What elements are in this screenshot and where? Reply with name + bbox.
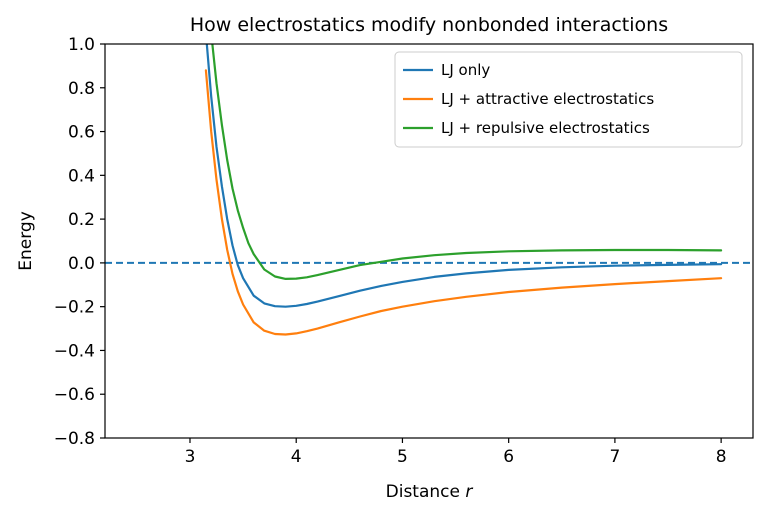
legend: LJ only LJ + attractive electrostatics LJ … xyxy=(394,51,743,148)
y-tick-label: 0.6 xyxy=(68,123,95,143)
y-tick-label: 1.0 xyxy=(68,35,95,55)
x-axis: 3 4 5 6 7 8 xyxy=(185,438,727,467)
x-tick-label: 6 xyxy=(503,447,514,467)
legend-label: LJ only xyxy=(441,61,490,79)
x-tick-label: 8 xyxy=(716,447,727,467)
y-tick-label: 0.2 xyxy=(68,210,95,230)
x-axis-label: Distance r xyxy=(386,482,474,502)
chart-title: How electrostatics modify nonbonded inte… xyxy=(190,14,668,36)
x-tick-label: 4 xyxy=(291,447,302,467)
plot-area xyxy=(105,44,753,336)
y-tick-label: −0.6 xyxy=(54,385,95,405)
y-axis-label: Energy xyxy=(16,211,36,271)
x-tick-label: 5 xyxy=(397,447,408,467)
legend-label: LJ + attractive electrostatics xyxy=(441,90,654,108)
y-tick-label: 0.0 xyxy=(68,254,95,274)
plot-frame xyxy=(104,43,754,439)
series-line-1 xyxy=(205,44,723,308)
y-tick-label: −0.8 xyxy=(54,429,95,449)
y-tick-label: −0.2 xyxy=(54,298,95,318)
x-axis-variable: r xyxy=(465,482,473,502)
y-tick-label: 0.4 xyxy=(68,166,95,186)
series-line-3 xyxy=(211,44,723,280)
legend-label: LJ + repulsive electrostatics xyxy=(441,119,650,137)
y-tick-label: 0.8 xyxy=(68,79,95,99)
x-tick-label: 3 xyxy=(185,447,196,467)
legend-box xyxy=(394,51,743,148)
y-axis: −0.8 −0.6 −0.4 −0.2 0.0 0.2 0.4 0.6 0.8 1.0 xyxy=(54,35,105,449)
x-tick-label: 7 xyxy=(609,447,620,467)
series-line-2 xyxy=(204,69,723,336)
y-tick-label: −0.4 xyxy=(54,341,95,361)
